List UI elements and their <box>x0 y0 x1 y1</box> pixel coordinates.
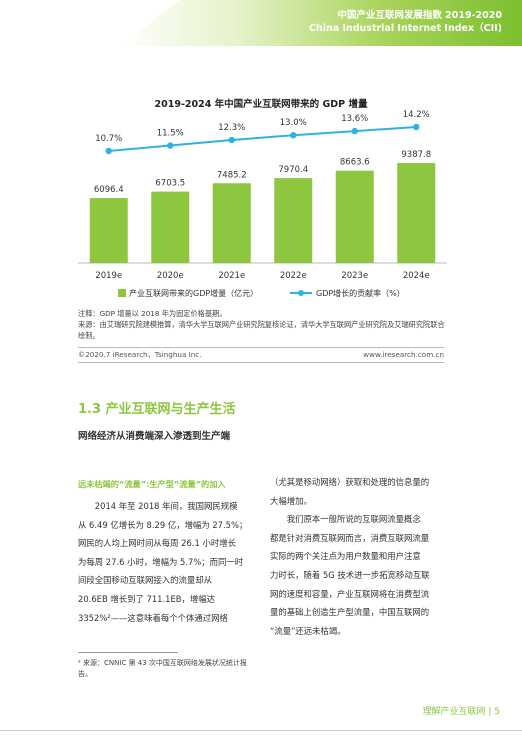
right-line: 实际的两个关注点为用户数量和用户注意 <box>270 551 421 562</box>
chart-notes: 注释：GDP 增量以 2018 年为固定价格基期。 来源：由艾瑞研究院建模推算，… <box>78 308 448 341</box>
bar <box>89 198 128 263</box>
left-line: 20.6EB 增长到了 711.1EB，增幅达 <box>78 593 216 604</box>
source-line: ©2020.7 iResearch，Tsinghua Inc. www.ires… <box>78 350 444 360</box>
contribution-line <box>108 126 417 152</box>
x-tick-label: 2023e <box>341 271 368 281</box>
chart-source: 来源：由艾瑞研究院建模推算，清华大学互联网产业研究院复核论证，清华大学互联网产业… <box>78 320 445 340</box>
header-title-en: China Industrial Internet Index（CII) <box>308 23 502 34</box>
left-column-title: 远未枯竭的“流量”:生产型“流量”的加入 <box>78 479 226 489</box>
website: www.iresearch.com.cn <box>363 350 444 359</box>
line-point <box>105 147 112 155</box>
divider-top <box>78 347 444 348</box>
line-value-label: 14.2% <box>403 110 430 120</box>
line-point <box>290 132 297 139</box>
line-value-label: 10.7% <box>95 134 122 144</box>
legend-bar-label: 产业互联网带来的GDP增量（亿元） <box>129 288 258 298</box>
right-line: （尤其是移动网络）获取和处理的信息量的 <box>270 477 430 487</box>
left-line: 为每周 27.6 小时，增幅为 5.7%；而同一时 <box>78 556 244 567</box>
footnote-rule <box>78 652 178 653</box>
right-line: 量的基础上创造生产型流量，中国互联网的 <box>270 607 430 618</box>
header-titles: 中国产业互联网发展指数 2019-2020 China Industrial I… <box>309 9 502 35</box>
copyright: ©2020.7 iResearch，Tsinghua Inc. <box>78 350 202 359</box>
bar-value-label: 7970.4 <box>278 165 308 175</box>
bar-value-label: 6703.5 <box>155 179 185 189</box>
right-line: 我们原本一般所说的互联网流量概念 <box>286 514 421 525</box>
x-tick-label: 2020e <box>157 271 184 281</box>
legend-line-label: GDP增长的贡献率（%） <box>316 288 405 298</box>
page-footer: 理解产业互联网 | 5 <box>422 707 500 717</box>
footnote: ² 来源：CNNIC 第 43 次中国互联网络发展状况统计报告。 <box>78 659 247 678</box>
section-title: 1.3 产业互联网与生产生活 <box>78 402 236 417</box>
x-tick-label: 2022e <box>280 271 307 281</box>
bar-value-label: 6096.4 <box>94 185 124 195</box>
right-column: （尤其是移动网络）获取和处理的信息量的 大幅增加。 我们原本一般所说的互联网流量… <box>270 473 446 640</box>
right-line: 力时长，随着 5G 技术进一步拓宽移动互联 <box>270 569 430 580</box>
divider-bottom <box>78 362 444 363</box>
left-line: 间段全国移动互联网接入的流量却从 <box>78 575 212 586</box>
left-line: 3352%²——这意味着每个个体通过网络 <box>78 612 228 623</box>
bottom-rule <box>0 730 522 731</box>
right-line: “流量”还远未枯竭。 <box>270 625 346 636</box>
bar-value-label: 8663.6 <box>340 158 370 168</box>
legend-line-marker <box>298 290 304 296</box>
chart-note: 注释：GDP 增量以 2018 年为固定价格基期。 <box>78 309 227 318</box>
bar <box>397 163 436 263</box>
line-value-label: 13.0% <box>280 118 307 128</box>
bar <box>274 178 313 263</box>
gdp-chart: 6096.4 2019e 6703.5 2020e 7485.2 2021e 7970.4 2… <box>78 110 447 298</box>
left-line: 2014 年至 2018 年间，我国网民规模 <box>94 501 238 511</box>
bar-value-label: 7485.2 <box>217 170 247 180</box>
line-point <box>413 123 420 131</box>
section-subtitle: 网络经济从消费端深入渗透到生产端 <box>78 431 231 442</box>
chart-title: 2019-2024 年中国产业互联网带来的 GDP 增量 <box>154 99 368 110</box>
header-banner <box>120 0 522 46</box>
header-title-cn: 中国产业互联网发展指数 2019-2020 <box>337 10 502 21</box>
bar <box>212 183 251 263</box>
line-value-label: 13.6% <box>341 114 368 124</box>
line-value-label: 11.5% <box>157 129 184 139</box>
line-point <box>167 142 174 149</box>
left-column: 2014 年至 2018 年间，我国网民规模 从 6.49 亿增长为 8.29 … <box>78 497 250 627</box>
line-point <box>228 136 235 144</box>
bar-value-label: 9387.8 <box>401 150 431 160</box>
x-tick-label: 2019e <box>95 271 122 281</box>
x-tick-label: 2024e <box>403 271 430 281</box>
right-line: 网的速度和容量，产业互联网将在消费型流 <box>270 588 430 599</box>
line-point <box>351 127 358 135</box>
line-value-label: 12.3% <box>218 123 245 133</box>
x-tick-label: 2021e <box>218 271 245 281</box>
bar <box>335 170 374 263</box>
legend-bar-swatch <box>118 289 126 297</box>
left-line: 从 6.49 亿增长为 8.29 亿，增幅为 27.5%； <box>78 519 248 530</box>
right-line: 都是针对消费互联网而言，消费互联网流量 <box>270 532 430 543</box>
right-line: 大幅增加。 <box>270 495 312 506</box>
left-line: 网民的人均上网时间从每周 26.1 小时增长 <box>78 538 236 549</box>
bar <box>151 191 190 263</box>
